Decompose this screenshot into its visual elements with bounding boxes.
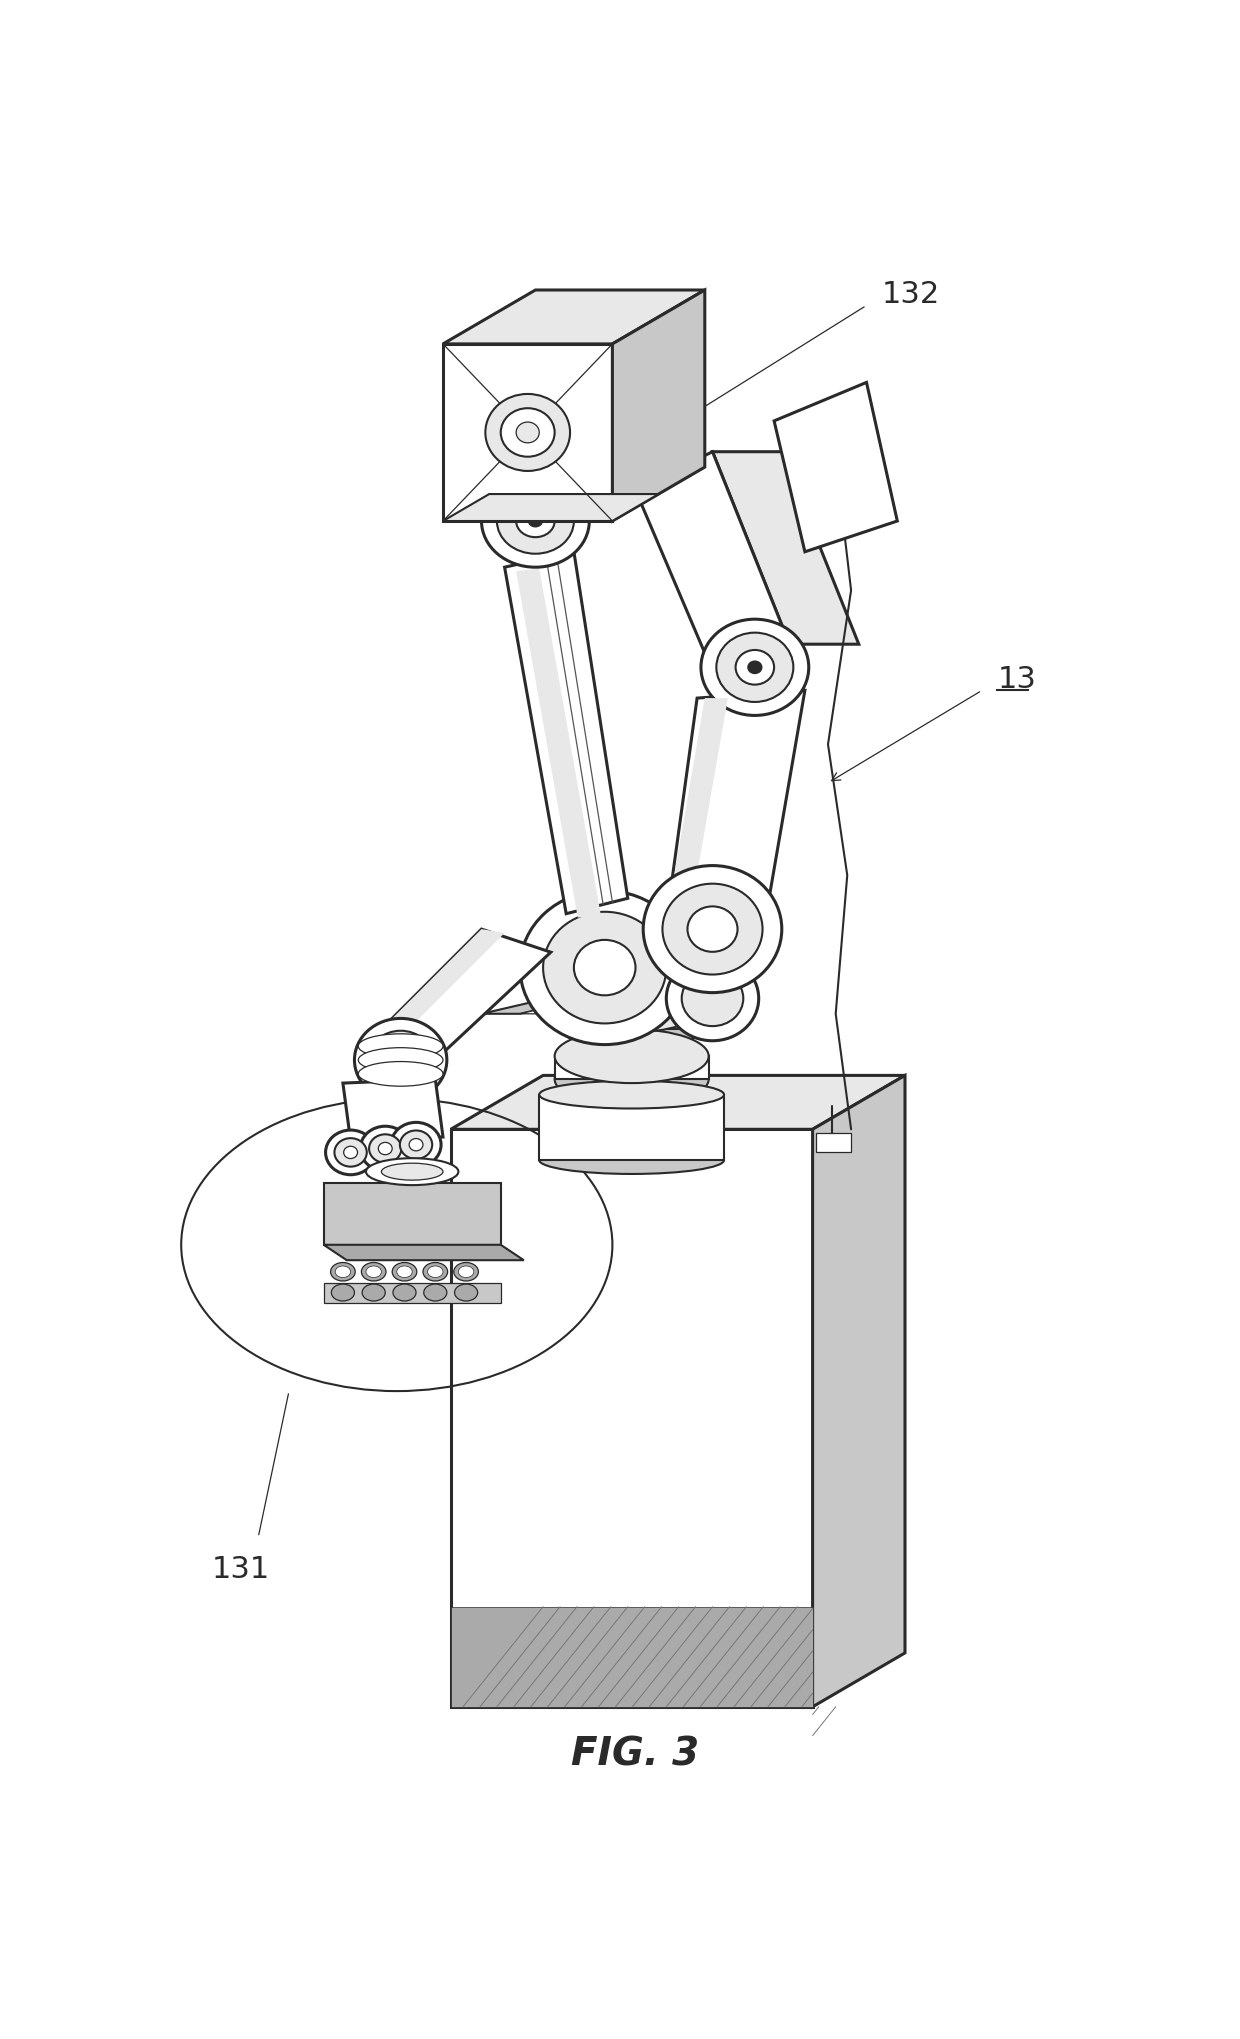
Polygon shape [554, 1056, 708, 1081]
Ellipse shape [735, 650, 774, 685]
Ellipse shape [516, 506, 554, 538]
Ellipse shape [748, 663, 761, 675]
Ellipse shape [528, 516, 542, 528]
Ellipse shape [554, 1030, 708, 1083]
Polygon shape [505, 553, 627, 913]
Ellipse shape [397, 1266, 412, 1278]
Ellipse shape [358, 1048, 443, 1073]
Ellipse shape [368, 1032, 433, 1089]
Ellipse shape [382, 1164, 443, 1181]
Ellipse shape [362, 1285, 386, 1301]
Polygon shape [520, 995, 675, 1013]
Polygon shape [481, 995, 603, 1013]
Ellipse shape [455, 1285, 477, 1301]
Ellipse shape [662, 885, 763, 975]
Text: FIG. 3: FIG. 3 [572, 1733, 699, 1772]
Ellipse shape [687, 907, 738, 952]
Polygon shape [366, 930, 551, 1060]
Polygon shape [660, 995, 713, 1013]
Ellipse shape [539, 1081, 724, 1109]
Ellipse shape [384, 1046, 417, 1075]
Ellipse shape [335, 1138, 367, 1166]
Ellipse shape [701, 620, 808, 716]
Ellipse shape [497, 489, 574, 555]
Ellipse shape [516, 422, 539, 445]
Ellipse shape [331, 1285, 355, 1301]
Ellipse shape [520, 891, 689, 1046]
Polygon shape [450, 1607, 812, 1707]
Ellipse shape [554, 1052, 708, 1107]
Ellipse shape [423, 1262, 448, 1280]
Ellipse shape [358, 1034, 443, 1058]
Ellipse shape [485, 396, 570, 471]
Ellipse shape [564, 989, 699, 1034]
Ellipse shape [355, 1020, 446, 1101]
Polygon shape [516, 569, 601, 918]
Ellipse shape [501, 410, 554, 457]
Polygon shape [666, 691, 805, 922]
Polygon shape [812, 1077, 905, 1707]
Ellipse shape [481, 475, 589, 569]
Ellipse shape [358, 1062, 443, 1087]
Polygon shape [635, 453, 790, 671]
Polygon shape [774, 383, 898, 553]
Polygon shape [366, 930, 505, 1048]
Text: 131: 131 [212, 1554, 270, 1582]
Ellipse shape [717, 634, 794, 703]
Ellipse shape [644, 867, 781, 993]
Ellipse shape [378, 1142, 392, 1156]
Ellipse shape [574, 940, 635, 995]
Ellipse shape [335, 1266, 351, 1278]
Ellipse shape [564, 1007, 699, 1052]
Ellipse shape [326, 1130, 376, 1174]
Polygon shape [713, 453, 859, 644]
Ellipse shape [666, 956, 759, 1042]
Ellipse shape [409, 1140, 423, 1152]
Ellipse shape [428, 1266, 443, 1278]
Ellipse shape [393, 1285, 417, 1301]
Polygon shape [324, 1246, 523, 1260]
Polygon shape [564, 1011, 698, 1030]
Ellipse shape [543, 911, 666, 1024]
Polygon shape [539, 1095, 724, 1160]
Polygon shape [324, 1285, 501, 1303]
Polygon shape [613, 292, 704, 522]
Ellipse shape [343, 1146, 357, 1158]
Text: 13: 13 [997, 665, 1037, 693]
Text: 132: 132 [882, 279, 940, 310]
Ellipse shape [361, 1262, 386, 1280]
Ellipse shape [361, 1128, 410, 1170]
Ellipse shape [539, 1146, 724, 1174]
Polygon shape [443, 495, 658, 522]
Ellipse shape [366, 1266, 382, 1278]
Ellipse shape [331, 1262, 355, 1280]
Ellipse shape [366, 1158, 459, 1185]
Ellipse shape [370, 1136, 402, 1162]
Polygon shape [450, 1077, 905, 1130]
Ellipse shape [424, 1285, 446, 1301]
Polygon shape [450, 1130, 812, 1707]
Ellipse shape [454, 1262, 479, 1280]
Polygon shape [816, 1134, 851, 1152]
Ellipse shape [459, 1266, 474, 1278]
Ellipse shape [682, 971, 743, 1026]
Polygon shape [666, 699, 728, 922]
Ellipse shape [392, 1262, 417, 1280]
Ellipse shape [399, 1132, 433, 1160]
Ellipse shape [391, 1123, 441, 1168]
Polygon shape [324, 1183, 501, 1246]
Polygon shape [443, 292, 704, 345]
Polygon shape [343, 1081, 443, 1142]
Polygon shape [443, 345, 613, 522]
